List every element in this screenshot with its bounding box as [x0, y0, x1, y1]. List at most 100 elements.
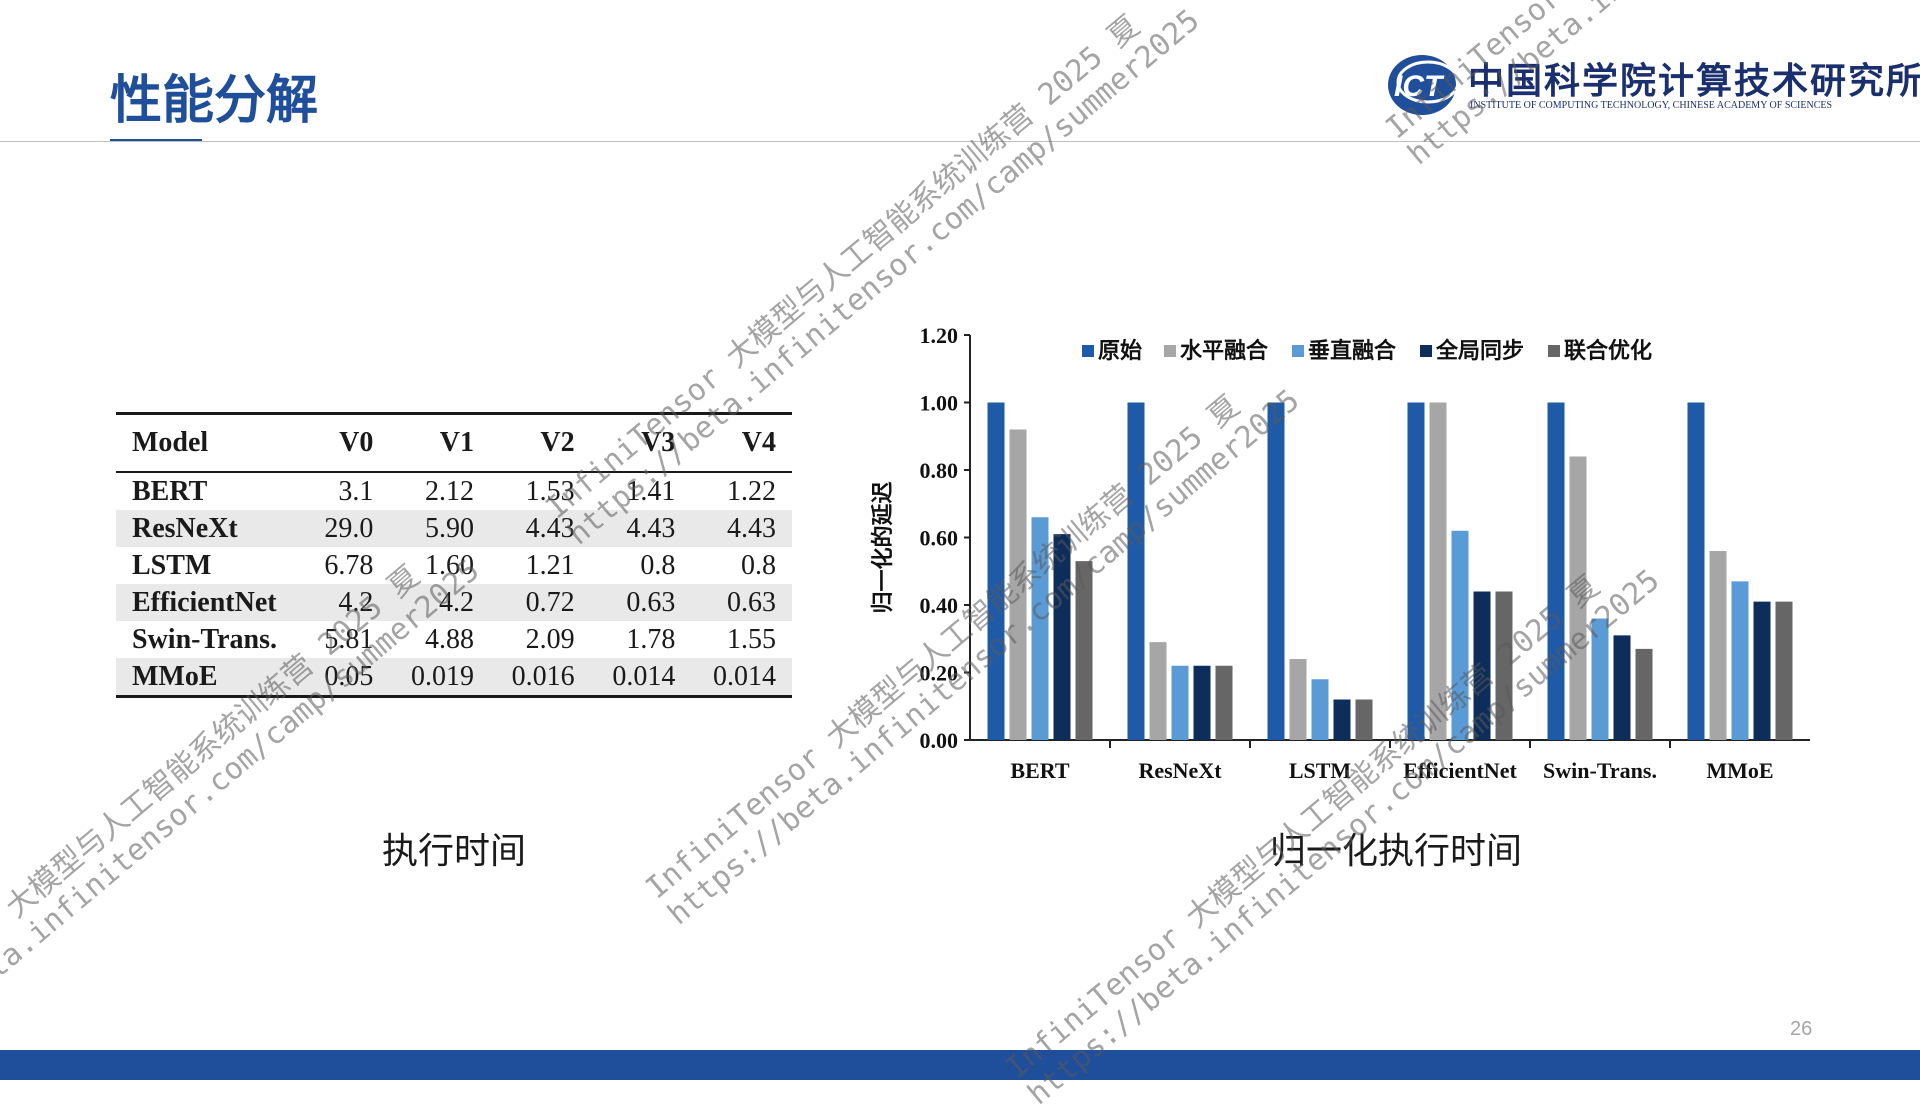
bar — [1495, 591, 1513, 740]
y-tick-label: 0.80 — [920, 458, 959, 483]
column-header: V4 — [741, 427, 776, 458]
bar — [1731, 581, 1749, 740]
bar — [1407, 402, 1425, 740]
y-tick-label: 1.00 — [920, 391, 959, 416]
bar — [1333, 699, 1351, 740]
y-tick-label: 0.00 — [920, 728, 959, 753]
legend-swatch — [1548, 345, 1560, 357]
table-cell: 0.05 — [324, 660, 374, 692]
table-row: BERT 3.1 2.12 1.53 1.41 1.22 — [116, 472, 792, 510]
bar — [1193, 665, 1211, 740]
table-cell: 0.8 — [741, 549, 776, 581]
legend-label: 水平融合 — [1180, 338, 1269, 364]
table-cell: 1.55 — [727, 623, 776, 655]
bar — [1267, 402, 1285, 740]
normalized-time-chart: 0.00 0.20 0.40 0.60 0.80 1.00 1.20 归一化的延迟 BERT Re… — [870, 323, 1810, 783]
table-cell: 0.8 — [640, 549, 676, 581]
bar — [1355, 699, 1373, 740]
table-row: LSTM 6.78 1.60 1.21 0.8 0.8 — [116, 547, 792, 584]
table-caption: 执行时间 — [382, 831, 527, 872]
table-cell: 1.53 — [525, 475, 575, 507]
column-header: V3 — [641, 427, 676, 458]
table-cell: 6.78 — [324, 549, 374, 581]
bar — [1687, 402, 1705, 740]
table-cell: 1.41 — [626, 475, 676, 507]
bar — [1127, 402, 1145, 740]
table-cell: 29.0 — [324, 512, 374, 544]
bar — [1149, 642, 1167, 740]
svg-text:ICT: ICT — [1394, 70, 1445, 103]
legend-swatch — [1292, 345, 1304, 357]
table-cell: EfficientNet — [132, 586, 277, 618]
ict-name-cn: 中国科学院计算技术研究所 — [1468, 60, 1920, 102]
table-cell: 4.43 — [525, 512, 575, 544]
bar — [1709, 551, 1727, 740]
x-tick-label: MMoE — [1706, 758, 1773, 783]
table-cell: 4.43 — [626, 512, 676, 544]
bar — [1547, 402, 1565, 740]
ict-logo: ICT 中国科学院计算技术研究所 INSTITUTE OF COMPUTING … — [1384, 46, 1920, 126]
table-row: MMoE 0.05 0.019 0.016 0.014 0.014 — [116, 658, 792, 697]
y-axis-label: 归一化的延迟 — [870, 481, 896, 613]
legend-label: 联合优化 — [1564, 338, 1652, 364]
table-row: Swin-Trans. 5.81 4.88 2.09 1.78 1.55 — [116, 621, 792, 658]
bar — [1613, 635, 1631, 740]
column-header: V0 — [339, 427, 374, 458]
bar — [1451, 530, 1469, 740]
table-cell: 4.2 — [338, 586, 374, 618]
table-cell: 0.016 — [511, 660, 575, 692]
table-cell: 4.43 — [727, 512, 776, 544]
table-cell: 2.09 — [525, 623, 575, 655]
y-tick-label: 0.40 — [920, 593, 959, 618]
bar — [1053, 534, 1071, 740]
ict-name-en: INSTITUTE OF COMPUTING TECHNOLOGY, CHINE… — [1470, 100, 1833, 111]
x-tick-label: LSTM — [1289, 758, 1352, 783]
bar — [1775, 601, 1793, 740]
y-tick-label: 0.20 — [920, 661, 959, 686]
bar — [1473, 591, 1491, 740]
bar — [1031, 517, 1049, 740]
table-cell: 4.2 — [439, 586, 474, 618]
page-title: 性能分解 — [110, 71, 319, 131]
y-tick-label: 1.20 — [920, 323, 959, 348]
table-header-row: Model V0 V1 V2 V3 V4 — [116, 413, 792, 472]
bar — [1429, 402, 1447, 740]
table-row: ResNeXt 29.0 5.90 4.43 4.43 4.43 — [116, 510, 792, 547]
table-cell: 0.72 — [525, 586, 575, 618]
chart-caption: 归一化执行时间 — [1270, 831, 1523, 872]
bar — [1311, 679, 1329, 740]
legend-label: 原始 — [1098, 338, 1142, 364]
table-cell: 0.014 — [612, 660, 676, 692]
table-cell: ResNeXt — [132, 512, 238, 544]
table-cell: LSTM — [132, 549, 212, 581]
table-cell: 1.60 — [425, 549, 474, 581]
column-header: V1 — [439, 427, 474, 458]
table-cell: 1.21 — [525, 549, 575, 581]
column-header: Model — [132, 427, 209, 458]
legend-label: 垂直融合 — [1308, 338, 1397, 364]
table-cell: 2.12 — [425, 475, 474, 507]
column-header: V2 — [540, 427, 575, 458]
y-tick-label: 0.60 — [920, 526, 959, 551]
bar — [1171, 665, 1189, 740]
bar — [1009, 429, 1027, 740]
bar — [1075, 561, 1093, 740]
table-row: EfficientNet 4.2 4.2 0.72 0.63 0.63 — [116, 584, 792, 621]
legend-label: 全局同步 — [1435, 338, 1524, 364]
table-cell: 0.014 — [713, 660, 776, 692]
bar — [987, 402, 1005, 740]
table-cell: BERT — [132, 475, 208, 507]
title-underline — [110, 139, 202, 142]
bar — [1215, 665, 1233, 740]
table-cell: 1.22 — [727, 475, 776, 507]
execution-time-table: Model V0 V1 V2 V3 V4 BERT 3.1 2.12 1.53 … — [116, 412, 792, 698]
bar — [1289, 659, 1307, 740]
table-cell: 3.1 — [338, 475, 374, 507]
bar — [1591, 618, 1609, 740]
table-cell: 5.81 — [324, 623, 374, 655]
table-cell: 0.63 — [727, 586, 776, 618]
x-tick-label: Swin-Trans. — [1543, 758, 1657, 783]
legend-swatch — [1420, 345, 1432, 357]
table-cell: MMoE — [132, 660, 218, 692]
table-cell: Swin-Trans. — [132, 623, 277, 655]
